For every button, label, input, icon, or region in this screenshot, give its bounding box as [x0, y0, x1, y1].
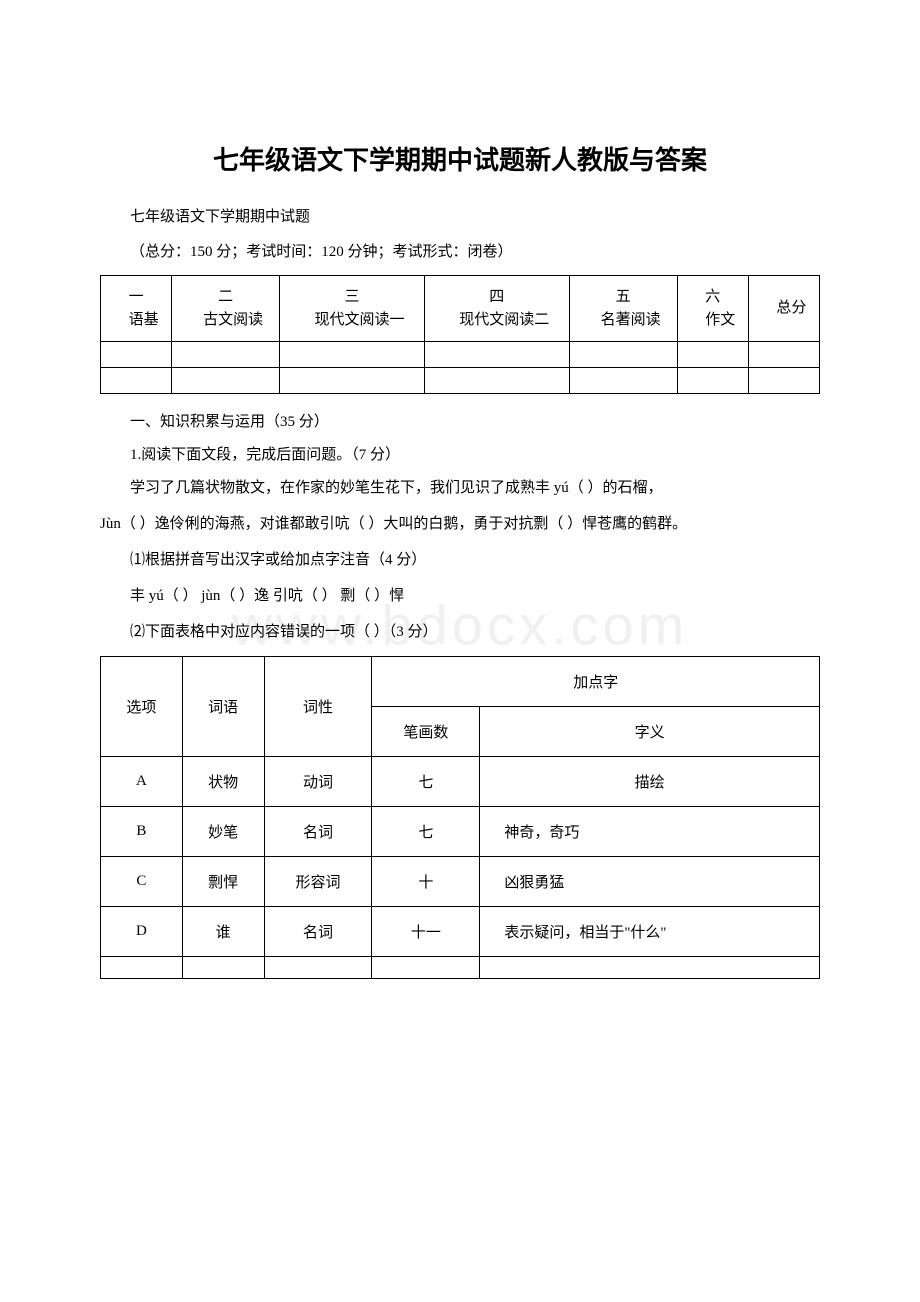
score-cell — [172, 368, 280, 394]
question-table-row-empty — [101, 957, 820, 979]
qt-pos: 名词 — [264, 907, 372, 957]
question-table-header-1: 选项 词语 词性 加点字 — [101, 657, 820, 707]
page-title: 七年级语文下学期期中试题新人教版与答案 — [100, 140, 820, 177]
question-table-row: A 状物 动词 七 描绘 — [101, 757, 820, 807]
qt-cell — [480, 957, 820, 979]
score-cell — [748, 368, 819, 394]
qt-cell — [101, 957, 183, 979]
score-cell — [101, 342, 172, 368]
qt-strokes: 十 — [372, 857, 480, 907]
qt-strokes: 七 — [372, 757, 480, 807]
section-1-heading: 一、知识积累与运用（35 分） — [100, 410, 820, 431]
score-cell — [677, 368, 748, 394]
score-table-row-full — [101, 368, 820, 394]
qt-word: 妙笔 — [182, 807, 264, 857]
score-col-6: 六 作文 — [677, 276, 748, 342]
subtitle: 七年级语文下学期期中试题 — [100, 205, 820, 226]
question-1-sub-2: ⑵下面表格中对应内容错误的一项（ ）（3 分） — [100, 620, 820, 644]
qt-word: 谁 — [182, 907, 264, 957]
qt-meaning: 表示疑问，相当于"什么" — [480, 907, 820, 957]
question-1-heading: 1.阅读下面文段，完成后面问题。（7 分） — [100, 443, 820, 464]
qth-pos: 词性 — [264, 657, 372, 757]
question-1-para-1: 学习了几篇状物散文，在作家的妙笔生花下，我们见识了成熟丰 yú（ ）的石榴， — [100, 476, 820, 500]
score-col-3: 三 现代文阅读一 — [280, 276, 425, 342]
question-1-sub-1-line: 丰 yú（ ） jùn（ ）逸 引吭（ ） 剽（ ）悍 — [100, 584, 820, 608]
qt-cell — [372, 957, 480, 979]
qt-meaning: 描绘 — [480, 757, 820, 807]
score-table-row-got — [101, 342, 820, 368]
qt-meaning: 神奇，奇巧 — [480, 807, 820, 857]
qt-meaning: 凶狠勇猛 — [480, 857, 820, 907]
score-cell — [101, 368, 172, 394]
score-cell — [172, 342, 280, 368]
score-table-header-row: 一 语基 二 古文阅读 三 现代文阅读一 四 现代文阅读二 五 名著阅读 六 作… — [101, 276, 820, 342]
qt-cell — [264, 957, 372, 979]
score-cell — [677, 342, 748, 368]
score-cell — [424, 342, 569, 368]
qt-word: 剽悍 — [182, 857, 264, 907]
qth-strokes: 笔画数 — [372, 707, 480, 757]
qt-opt: A — [101, 757, 183, 807]
qt-opt: C — [101, 857, 183, 907]
score-col-2: 二 古文阅读 — [172, 276, 280, 342]
question-1-sub-1: ⑴根据拼音写出汉字或给加点字注音（4 分） — [100, 548, 820, 572]
score-cell — [569, 368, 677, 394]
qth-meaning: 字义 — [480, 707, 820, 757]
question-table: 选项 词语 词性 加点字 笔画数 字义 A 状物 动词 七 描绘 B 妙笔 名词… — [100, 656, 820, 979]
score-cell — [748, 342, 819, 368]
qt-strokes: 七 — [372, 807, 480, 857]
qt-pos: 名词 — [264, 807, 372, 857]
exam-meta: （总分：150 分；考试时间：120 分钟；考试形式：闭卷） — [100, 240, 820, 261]
qth-dotchar: 加点字 — [372, 657, 820, 707]
qt-strokes: 十一 — [372, 907, 480, 957]
qth-word: 词语 — [182, 657, 264, 757]
qt-pos: 动词 — [264, 757, 372, 807]
score-col-4: 四 现代文阅读二 — [424, 276, 569, 342]
question-table-row: C 剽悍 形容词 十 凶狠勇猛 — [101, 857, 820, 907]
score-col-1: 一 语基 — [101, 276, 172, 342]
qt-opt: B — [101, 807, 183, 857]
score-table: 一 语基 二 古文阅读 三 现代文阅读一 四 现代文阅读二 五 名著阅读 六 作… — [100, 275, 820, 394]
question-table-row: D 谁 名词 十一 表示疑问，相当于"什么" — [101, 907, 820, 957]
score-col-5: 五 名著阅读 — [569, 276, 677, 342]
score-cell — [424, 368, 569, 394]
qth-option: 选项 — [101, 657, 183, 757]
qt-pos: 形容词 — [264, 857, 372, 907]
qt-cell — [182, 957, 264, 979]
score-cell — [280, 368, 425, 394]
qt-opt: D — [101, 907, 183, 957]
score-col-7: 总分 — [748, 276, 819, 342]
question-1-para-2: Jùn（ ）逸伶俐的海燕，对谁都敢引吭（ ）大叫的白鹅，勇于对抗剽（ ）悍苍鹰的… — [100, 512, 820, 536]
question-table-row: B 妙笔 名词 七 神奇，奇巧 — [101, 807, 820, 857]
qt-word: 状物 — [182, 757, 264, 807]
score-cell — [280, 342, 425, 368]
score-cell — [569, 342, 677, 368]
